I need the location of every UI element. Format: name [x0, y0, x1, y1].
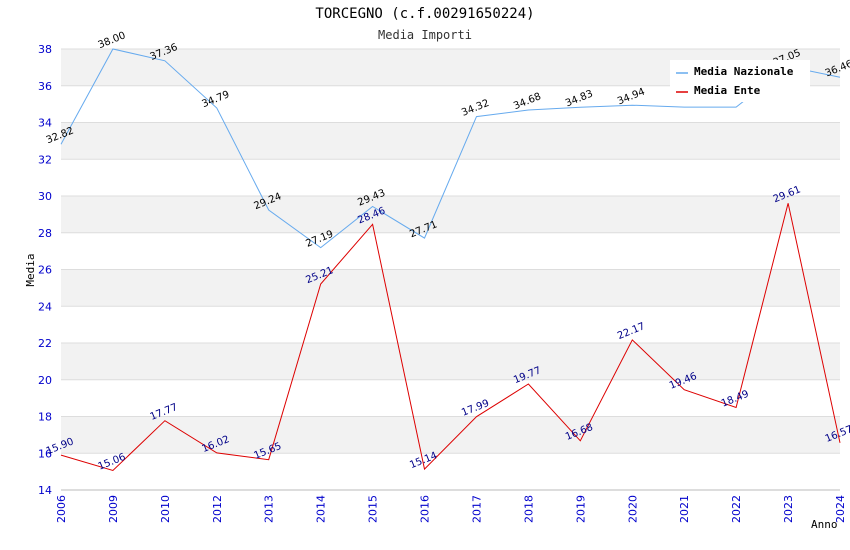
x-tick-label: 2010 — [159, 495, 172, 523]
y-tick-label: 22 — [38, 337, 52, 350]
x-tick-label: 2020 — [626, 495, 639, 523]
data-label: 38.00 — [97, 30, 128, 51]
chart-subtitle: Media Importi — [378, 28, 472, 42]
y-tick-label: 38 — [38, 43, 52, 56]
chart-title: TORCEGNO (c.f.00291650224) — [315, 6, 534, 22]
legend-box — [670, 60, 810, 102]
x-tick-label: 2012 — [211, 495, 224, 523]
y-tick-label: 26 — [38, 264, 52, 277]
grid-band — [61, 196, 840, 233]
grid-band — [61, 122, 840, 160]
x-tick-label: 2013 — [263, 495, 276, 523]
grid-band — [61, 269, 840, 307]
series-line-media-nazionale — [60, 48, 841, 249]
x-tick-label: 2021 — [678, 495, 691, 523]
legend-label-nazionale: Media Nazionale — [694, 65, 794, 78]
x-tick-label: 2015 — [367, 495, 380, 523]
y-tick-label: 24 — [38, 300, 52, 313]
grid-band — [61, 306, 840, 343]
y-tick-label: 32 — [38, 153, 52, 166]
grid-band — [61, 453, 840, 490]
x-tick-label: 2017 — [470, 495, 483, 523]
y-tick-label: 30 — [38, 190, 52, 203]
grid-band — [61, 343, 840, 380]
grid-band — [61, 232, 840, 270]
x-tick-label: 2023 — [782, 495, 795, 523]
y-tick-label: 14 — [38, 484, 52, 497]
series-group — [60, 48, 841, 472]
x-tick-label: 2009 — [107, 495, 120, 523]
x-tick-label: 2018 — [522, 495, 535, 523]
y-tick-label: 28 — [38, 227, 52, 240]
legend: Media Nazionale Media Ente — [670, 60, 810, 102]
x-tick-label: 2019 — [574, 495, 587, 523]
x-tick-label: 2006 — [55, 495, 68, 523]
y-tick-label: 20 — [38, 374, 52, 387]
x-tick-label: 2022 — [730, 495, 743, 523]
y-tick-label: 34 — [38, 117, 52, 130]
grid-bands — [61, 48, 840, 491]
x-tick-label: 2016 — [419, 495, 432, 523]
x-axis-label: Anno — [811, 518, 838, 531]
series-line-media-ente — [60, 203, 841, 472]
x-tick-label: 2024 — [834, 495, 847, 523]
y-tick-label: 16 — [38, 447, 52, 460]
grid-band — [61, 416, 840, 454]
x-axis-ticks: 2006 2009 2010 2012 2013 2014 2015 2016 2017 2018… — [55, 495, 847, 523]
y-tick-label: 18 — [38, 411, 52, 424]
y-axis-label: Media — [24, 253, 37, 286]
legend-label-ente: Media Ente — [694, 84, 761, 97]
y-tick-label: 36 — [38, 80, 52, 93]
y-axis-ticks: 14 16 18 20 22 24 26 28 30 32 34 36 38 — [38, 43, 52, 497]
x-tick-label: 2014 — [315, 495, 328, 523]
